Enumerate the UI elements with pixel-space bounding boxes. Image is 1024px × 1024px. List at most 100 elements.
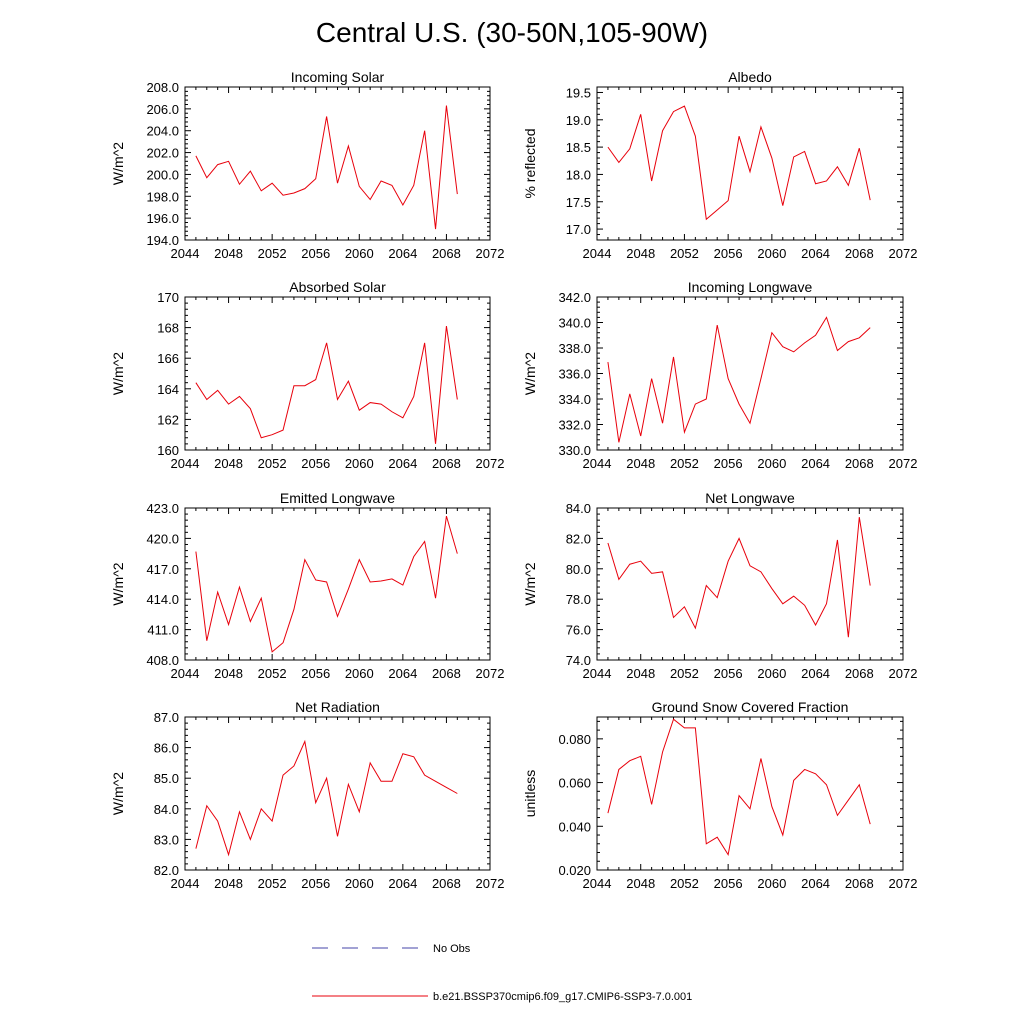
x-tick-label: 2052 — [670, 246, 699, 261]
x-tick-label: 2060 — [757, 246, 786, 261]
x-tick-label: 2056 — [714, 246, 743, 261]
x-tick-label: 2052 — [258, 876, 287, 891]
x-tick-label: 2060 — [757, 666, 786, 681]
x-tick-label: 2056 — [714, 456, 743, 471]
legend-model-label: b.e21.BSSP370cmip6.f09_g17.CMIP6-SSP3-7.… — [433, 991, 692, 1003]
y-tick-label: 19.0 — [566, 113, 591, 128]
y-tick-label: 170 — [157, 290, 179, 305]
x-tick-label: 2056 — [301, 876, 330, 891]
panel-7: Ground Snow Covered Fraction unitless 2044… — [522, 699, 917, 891]
x-tick-label: 2044 — [171, 876, 200, 891]
panel-3: Incoming Longwave W/m^2 2044 2048 2052 2056 20… — [522, 279, 917, 471]
x-tick-label: 2064 — [388, 666, 417, 681]
y-tick-label: 342.0 — [558, 290, 591, 305]
x-tick-label: 2068 — [432, 666, 461, 681]
panel-1: Albedo % reflected 2044 2048 2052 2056 2060 206… — [522, 69, 917, 261]
y-tick-label: 85.0 — [154, 771, 179, 786]
x-tick-label: 2072 — [889, 876, 918, 891]
x-tick-label: 2072 — [476, 456, 505, 471]
x-tick-label: 2056 — [714, 876, 743, 891]
legend: No Obs b.e21.BSSP370cmip6.f09_g17.CMIP6-… — [312, 943, 692, 1003]
y-tick-label: 340.0 — [558, 316, 591, 331]
y-tick-label: 206.0 — [146, 102, 179, 117]
y-tick-label: 420.0 — [146, 531, 179, 546]
y-tick-label: 18.0 — [566, 167, 591, 182]
x-tick-label: 2052 — [670, 456, 699, 471]
series-line — [607, 718, 871, 857]
y-axis-label: unitless — [522, 770, 538, 817]
x-tick-label: 2044 — [583, 666, 612, 681]
x-tick-label: 2072 — [889, 666, 918, 681]
panel-title: Incoming Solar — [291, 69, 385, 85]
y-tick-label: 332.0 — [558, 418, 591, 433]
x-tick-label: 2048 — [214, 666, 243, 681]
series-line — [195, 325, 458, 444]
series-line — [607, 316, 871, 443]
y-tick-label: 18.5 — [566, 140, 591, 155]
page-title: Central U.S. (30-50N,105-90W) — [316, 17, 708, 48]
x-tick-label: 2048 — [626, 876, 655, 891]
y-tick-label: 202.0 — [146, 146, 179, 161]
y-tick-label: 200.0 — [146, 167, 179, 182]
x-tick-label: 2072 — [889, 456, 918, 471]
y-tick-label: 86.0 — [154, 741, 179, 756]
x-tick-label: 2060 — [345, 456, 374, 471]
x-tick-label: 2060 — [345, 666, 374, 681]
panel-6: Net Radiation W/m^2 2044 2048 2052 2056 2060 20… — [110, 699, 504, 891]
y-tick-label: 408.0 — [146, 653, 179, 668]
x-tick-label: 2060 — [757, 876, 786, 891]
panel-5: Net Longwave W/m^2 2044 2048 2052 2056 2060 206… — [522, 490, 917, 681]
series-line — [195, 739, 458, 857]
y-tick-label: 84.0 — [154, 802, 179, 817]
chart-panels: Incoming Solar W/m^2 2044 2048 2052 2056 2060 2… — [110, 69, 917, 891]
y-tick-label: 334.0 — [558, 392, 591, 407]
x-tick-label: 2072 — [476, 876, 505, 891]
x-tick-label: 2064 — [801, 456, 830, 471]
x-tick-label: 2064 — [388, 246, 417, 261]
y-tick-label: 76.0 — [566, 623, 591, 638]
x-tick-label: 2052 — [258, 246, 287, 261]
y-axis-label: W/m^2 — [110, 562, 126, 605]
x-tick-label: 2068 — [432, 876, 461, 891]
y-tick-label: 198.0 — [146, 189, 179, 204]
x-tick-label: 2048 — [214, 456, 243, 471]
x-tick-label: 2056 — [714, 666, 743, 681]
y-tick-label: 83.0 — [154, 832, 179, 847]
x-tick-label: 2052 — [670, 666, 699, 681]
y-tick-label: 417.0 — [146, 562, 179, 577]
x-tick-label: 2060 — [345, 876, 374, 891]
panel-title: Absorbed Solar — [289, 279, 386, 295]
x-tick-label: 2064 — [801, 876, 830, 891]
panel-title: Emitted Longwave — [280, 490, 395, 506]
y-tick-label: 330.0 — [558, 443, 591, 458]
x-tick-label: 2052 — [670, 876, 699, 891]
y-tick-label: 82.0 — [566, 531, 591, 546]
y-tick-label: 78.0 — [566, 592, 591, 607]
x-tick-label: 2060 — [757, 456, 786, 471]
y-tick-label: 17.0 — [566, 222, 591, 237]
x-tick-label: 2056 — [301, 666, 330, 681]
series-line — [195, 105, 458, 230]
x-tick-label: 2064 — [801, 666, 830, 681]
y-tick-label: 160 — [157, 443, 179, 458]
panel-0: Incoming Solar W/m^2 2044 2048 2052 2056 2060 2… — [110, 69, 504, 261]
x-tick-label: 2068 — [432, 246, 461, 261]
y-tick-label: 204.0 — [146, 124, 179, 139]
x-tick-label: 2068 — [845, 666, 874, 681]
series-line — [607, 517, 871, 638]
x-tick-label: 2048 — [626, 246, 655, 261]
y-tick-label: 194.0 — [146, 233, 179, 248]
x-tick-label: 2048 — [626, 456, 655, 471]
y-axis-label: W/m^2 — [110, 772, 126, 815]
x-tick-label: 2068 — [845, 246, 874, 261]
x-tick-label: 2044 — [171, 456, 200, 471]
y-tick-label: 84.0 — [566, 501, 591, 516]
panel-title: Net Radiation — [295, 699, 380, 715]
y-tick-label: 0.020 — [558, 863, 591, 878]
y-tick-label: 423.0 — [146, 501, 179, 516]
y-tick-label: 80.0 — [566, 562, 591, 577]
y-axis-label: W/m^2 — [110, 352, 126, 395]
x-tick-label: 2072 — [889, 246, 918, 261]
y-tick-label: 87.0 — [154, 710, 179, 725]
